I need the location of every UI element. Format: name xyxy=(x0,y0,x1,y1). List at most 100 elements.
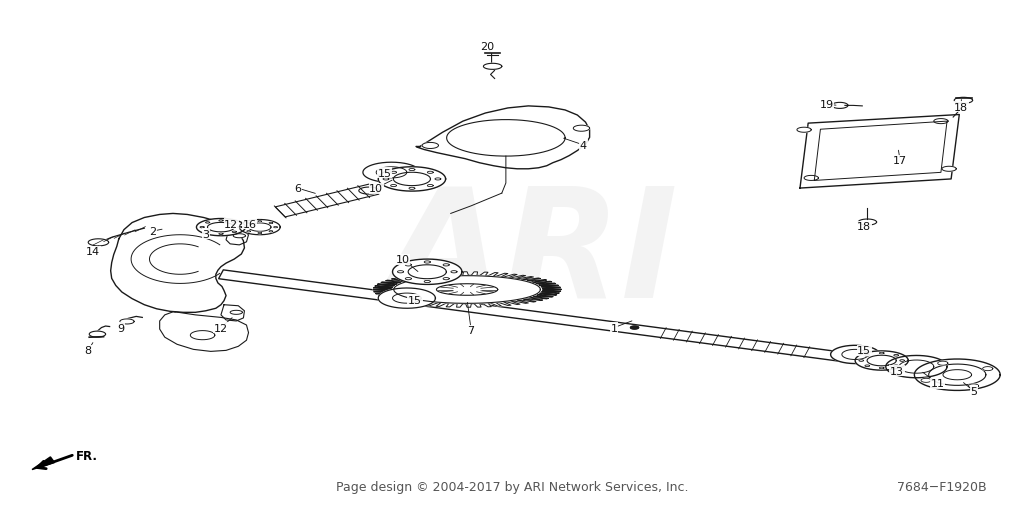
Text: 6: 6 xyxy=(294,184,301,194)
Polygon shape xyxy=(406,278,412,280)
Text: 12: 12 xyxy=(214,323,228,333)
Polygon shape xyxy=(120,319,134,324)
Polygon shape xyxy=(269,231,272,233)
Text: 14: 14 xyxy=(86,247,100,257)
Text: 10: 10 xyxy=(395,254,410,265)
Polygon shape xyxy=(409,169,415,172)
Text: 19: 19 xyxy=(819,100,834,110)
Polygon shape xyxy=(258,233,261,234)
Text: 3: 3 xyxy=(202,229,209,239)
Polygon shape xyxy=(383,179,389,181)
Polygon shape xyxy=(32,457,54,470)
Text: 9: 9 xyxy=(118,323,125,333)
Polygon shape xyxy=(894,365,898,367)
Polygon shape xyxy=(219,220,223,222)
Polygon shape xyxy=(800,115,959,189)
Polygon shape xyxy=(942,167,956,172)
Polygon shape xyxy=(390,172,396,174)
Polygon shape xyxy=(938,361,948,365)
Polygon shape xyxy=(427,172,433,174)
Polygon shape xyxy=(424,281,430,283)
Polygon shape xyxy=(921,379,931,383)
Polygon shape xyxy=(830,346,880,364)
Text: 2: 2 xyxy=(148,227,156,237)
Text: 17: 17 xyxy=(893,156,907,166)
Polygon shape xyxy=(865,365,869,367)
Polygon shape xyxy=(422,143,438,149)
Polygon shape xyxy=(427,185,433,187)
Polygon shape xyxy=(273,227,278,229)
Polygon shape xyxy=(243,227,246,229)
Polygon shape xyxy=(631,326,639,329)
Text: 1: 1 xyxy=(610,323,617,333)
Polygon shape xyxy=(435,179,440,181)
Text: 5: 5 xyxy=(970,386,977,396)
Polygon shape xyxy=(914,359,1000,391)
Polygon shape xyxy=(934,119,948,124)
Polygon shape xyxy=(797,128,811,133)
Polygon shape xyxy=(409,188,415,190)
Polygon shape xyxy=(831,103,848,109)
Polygon shape xyxy=(206,232,210,233)
Text: ARI: ARI xyxy=(386,180,679,329)
Text: FR.: FR. xyxy=(76,449,98,462)
Text: 15: 15 xyxy=(378,168,391,179)
Polygon shape xyxy=(865,355,869,356)
Polygon shape xyxy=(397,271,403,273)
Text: Page design © 2004-2017 by ARI Network Services, Inc.: Page design © 2004-2017 by ARI Network S… xyxy=(336,480,688,493)
Polygon shape xyxy=(406,264,412,266)
Polygon shape xyxy=(206,222,210,224)
Polygon shape xyxy=(392,260,462,285)
Text: 16: 16 xyxy=(243,219,257,229)
Polygon shape xyxy=(200,227,204,229)
Polygon shape xyxy=(394,276,541,304)
Polygon shape xyxy=(233,234,246,238)
Polygon shape xyxy=(378,289,435,308)
Polygon shape xyxy=(218,270,948,375)
Text: 20: 20 xyxy=(480,42,495,52)
Text: 10: 10 xyxy=(370,184,383,194)
Polygon shape xyxy=(89,331,105,337)
Text: 4: 4 xyxy=(580,140,587,151)
Polygon shape xyxy=(111,214,245,313)
Polygon shape xyxy=(232,232,237,233)
Polygon shape xyxy=(443,278,450,280)
Polygon shape xyxy=(190,331,215,340)
Text: 15: 15 xyxy=(408,295,422,305)
Polygon shape xyxy=(362,163,420,183)
Polygon shape xyxy=(275,185,379,217)
Polygon shape xyxy=(238,227,242,229)
Text: 18: 18 xyxy=(954,103,969,112)
Polygon shape xyxy=(436,284,498,296)
Polygon shape xyxy=(240,220,281,235)
Polygon shape xyxy=(416,107,590,169)
Polygon shape xyxy=(269,223,272,224)
Polygon shape xyxy=(880,353,884,354)
Polygon shape xyxy=(230,310,243,315)
Text: 18: 18 xyxy=(857,221,871,232)
Polygon shape xyxy=(258,221,261,222)
Polygon shape xyxy=(573,126,590,132)
Polygon shape xyxy=(483,64,502,70)
Polygon shape xyxy=(219,234,223,235)
Polygon shape xyxy=(232,222,237,224)
Polygon shape xyxy=(954,98,973,104)
Text: 15: 15 xyxy=(857,346,871,356)
Polygon shape xyxy=(859,360,863,362)
Polygon shape xyxy=(424,261,430,264)
Polygon shape xyxy=(378,167,445,192)
Polygon shape xyxy=(373,272,561,307)
Polygon shape xyxy=(88,239,109,246)
Polygon shape xyxy=(983,367,993,371)
Text: 7684−F1920B: 7684−F1920B xyxy=(897,480,987,493)
Polygon shape xyxy=(858,219,877,225)
Polygon shape xyxy=(855,351,908,371)
Text: 13: 13 xyxy=(890,366,904,376)
Polygon shape xyxy=(886,356,947,378)
Polygon shape xyxy=(247,223,251,224)
Polygon shape xyxy=(226,230,249,245)
Polygon shape xyxy=(804,176,818,181)
Polygon shape xyxy=(197,219,246,236)
Polygon shape xyxy=(358,188,379,195)
Polygon shape xyxy=(900,360,904,362)
